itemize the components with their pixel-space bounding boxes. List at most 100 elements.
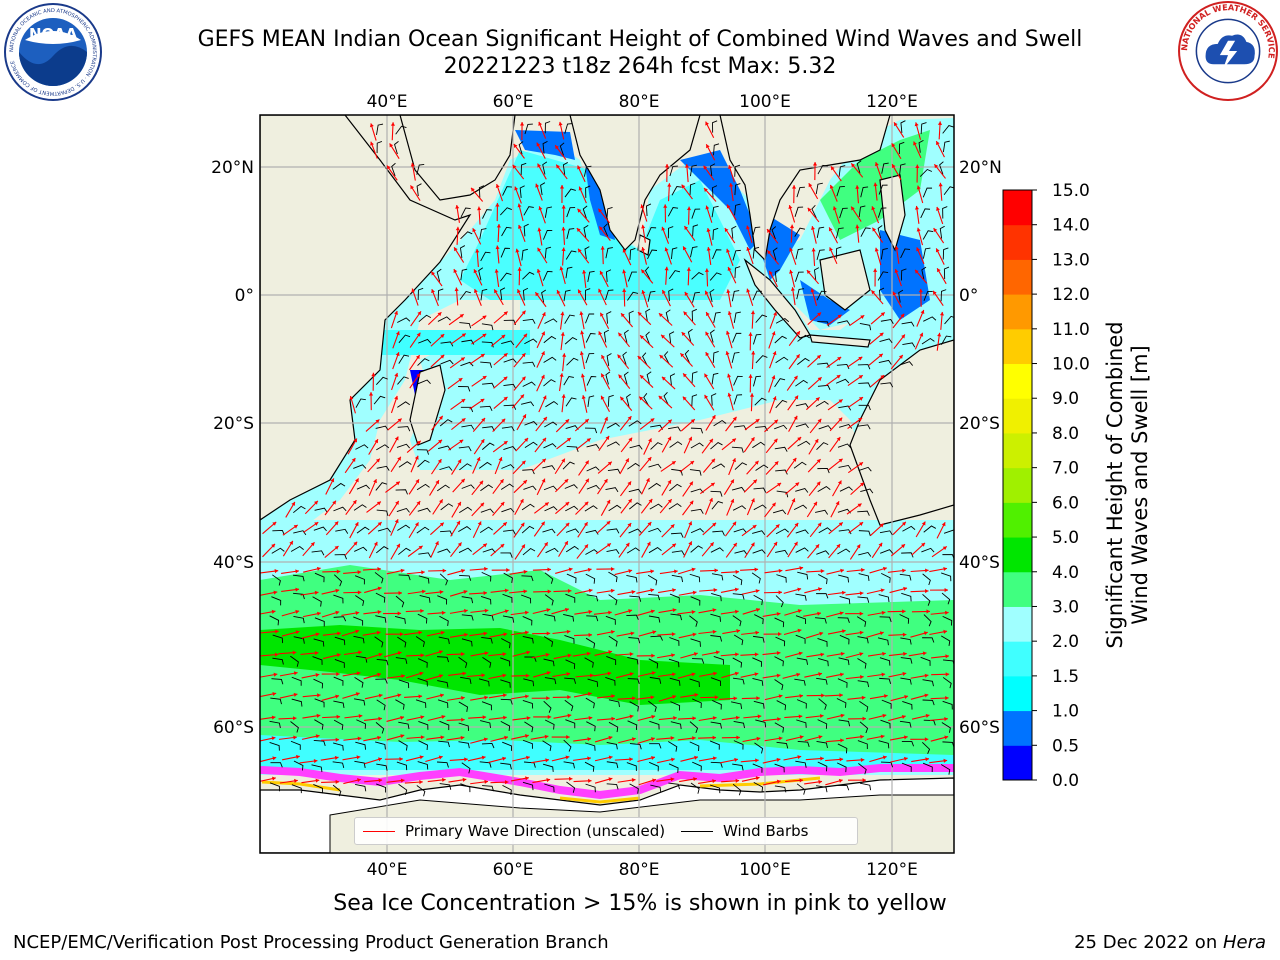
wind-barb [712, 700, 722, 710]
wind-barb [628, 528, 642, 534]
wave-arrow-head [522, 414, 527, 419]
wind-barb [731, 486, 746, 492]
wind-barb [583, 224, 589, 238]
wave-arrow-head [936, 206, 940, 211]
wave-arrow-head [464, 757, 468, 762]
wave-arrow-head [567, 713, 572, 718]
wind-barb [521, 503, 535, 511]
wind-barb [290, 740, 301, 750]
wave-arrow-head [914, 269, 919, 274]
wave-arrow-head [754, 460, 759, 465]
wave-arrow-head [561, 458, 565, 463]
wind-barb [607, 468, 621, 474]
wind-barb [545, 401, 559, 408]
wave-arrow-head [375, 458, 380, 463]
wind-barb [395, 699, 405, 710]
wave-arrow-head [578, 248, 582, 253]
wind-barb [755, 355, 768, 364]
wave-arrow-head [916, 247, 921, 252]
wind-barb [482, 656, 492, 668]
wind-barb [461, 424, 475, 430]
wave-arrow-head [807, 207, 812, 212]
wind-barb [586, 721, 596, 732]
wave-arrow-head [878, 353, 883, 358]
wind-barb [459, 506, 473, 514]
wave-arrow-head [420, 608, 424, 613]
wind-barb [755, 719, 767, 728]
wave-arrow-head [535, 292, 540, 297]
wave-arrow-head [587, 737, 592, 742]
wave-arrow-head [431, 289, 436, 294]
wind-barb [333, 506, 347, 512]
wind-barb [500, 721, 511, 732]
wave-arrow-head [859, 652, 864, 657]
wind-barb [461, 638, 473, 647]
wave-arrow-head [793, 541, 798, 546]
wind-barb [734, 164, 741, 177]
wind-barb [356, 526, 370, 534]
wave-arrow-head [399, 756, 403, 762]
wave-arrow-head [691, 610, 696, 615]
wind-barb [732, 763, 744, 771]
wind-barb [628, 420, 642, 427]
wind-barb [522, 318, 536, 324]
wind-barb [923, 316, 937, 322]
wind-barb [521, 401, 535, 407]
wave-arrow-head [600, 312, 604, 317]
wind-barb [291, 784, 302, 794]
wind-barb [734, 266, 741, 279]
wind-barb [582, 205, 588, 219]
wind-barb [811, 204, 817, 219]
wave-arrow-head [271, 543, 276, 548]
wave-arrow-head [578, 186, 583, 191]
wind-barb [375, 546, 389, 554]
wave-arrow-head [754, 652, 759, 657]
wave-arrow-head [460, 478, 465, 483]
wave-arrow-head [397, 651, 402, 656]
colorbar-tick-label: 4.0 [1052, 563, 1079, 583]
wind-barb [376, 123, 384, 136]
wind-barb [796, 288, 805, 300]
wave-arrow-head [709, 542, 714, 547]
wind-barb [671, 532, 684, 538]
wind-barb [479, 405, 493, 412]
wave-arrow-head [559, 266, 564, 271]
wave-arrow-head [664, 266, 669, 271]
wind-barb [755, 464, 769, 471]
wave-arrow-head [692, 716, 696, 721]
wave-arrow-head [542, 437, 547, 442]
wave-arrow-head [519, 499, 524, 503]
wind-barb [396, 761, 408, 771]
wind-barb [816, 593, 829, 599]
wind-barb [522, 616, 533, 626]
wave-arrow-head [472, 228, 477, 233]
wind-barb [415, 636, 425, 647]
noaa-logo: NOAA NATIONAL OCEANIC AND ATMOSPHERIC AD… [4, 3, 102, 101]
map-legend: Primary Wave Direction (unscaled) Wind B… [354, 817, 858, 845]
wind-barb [732, 677, 745, 685]
wave-arrow-head [513, 143, 518, 148]
wind-barb [333, 616, 347, 622]
wave-arrow-head [818, 735, 823, 740]
wind-barb [353, 464, 367, 469]
wind-barb [417, 379, 431, 385]
wind-barb [334, 659, 345, 668]
wave-arrow-head [706, 247, 711, 251]
wind-barb [795, 488, 809, 493]
wave-arrow-head [748, 332, 753, 336]
wave-arrow-head [839, 757, 844, 762]
wave-arrow-head [315, 673, 320, 678]
wave-arrow-head [498, 457, 503, 462]
wind-barb [836, 698, 847, 708]
wave-arrow-head [378, 716, 382, 721]
wave-arrow-head [356, 755, 361, 760]
wave-arrow-head [499, 479, 504, 484]
colorbar-tick-label: 6.0 [1052, 493, 1079, 513]
wind-barb [690, 596, 701, 606]
wave-arrow-head [667, 479, 672, 484]
wind-barb [458, 547, 472, 553]
wave-arrow-head [484, 566, 488, 572]
wave-arrow-head [840, 651, 845, 656]
wave-arrow-head [692, 736, 696, 741]
wave-arrow-head [462, 671, 467, 676]
